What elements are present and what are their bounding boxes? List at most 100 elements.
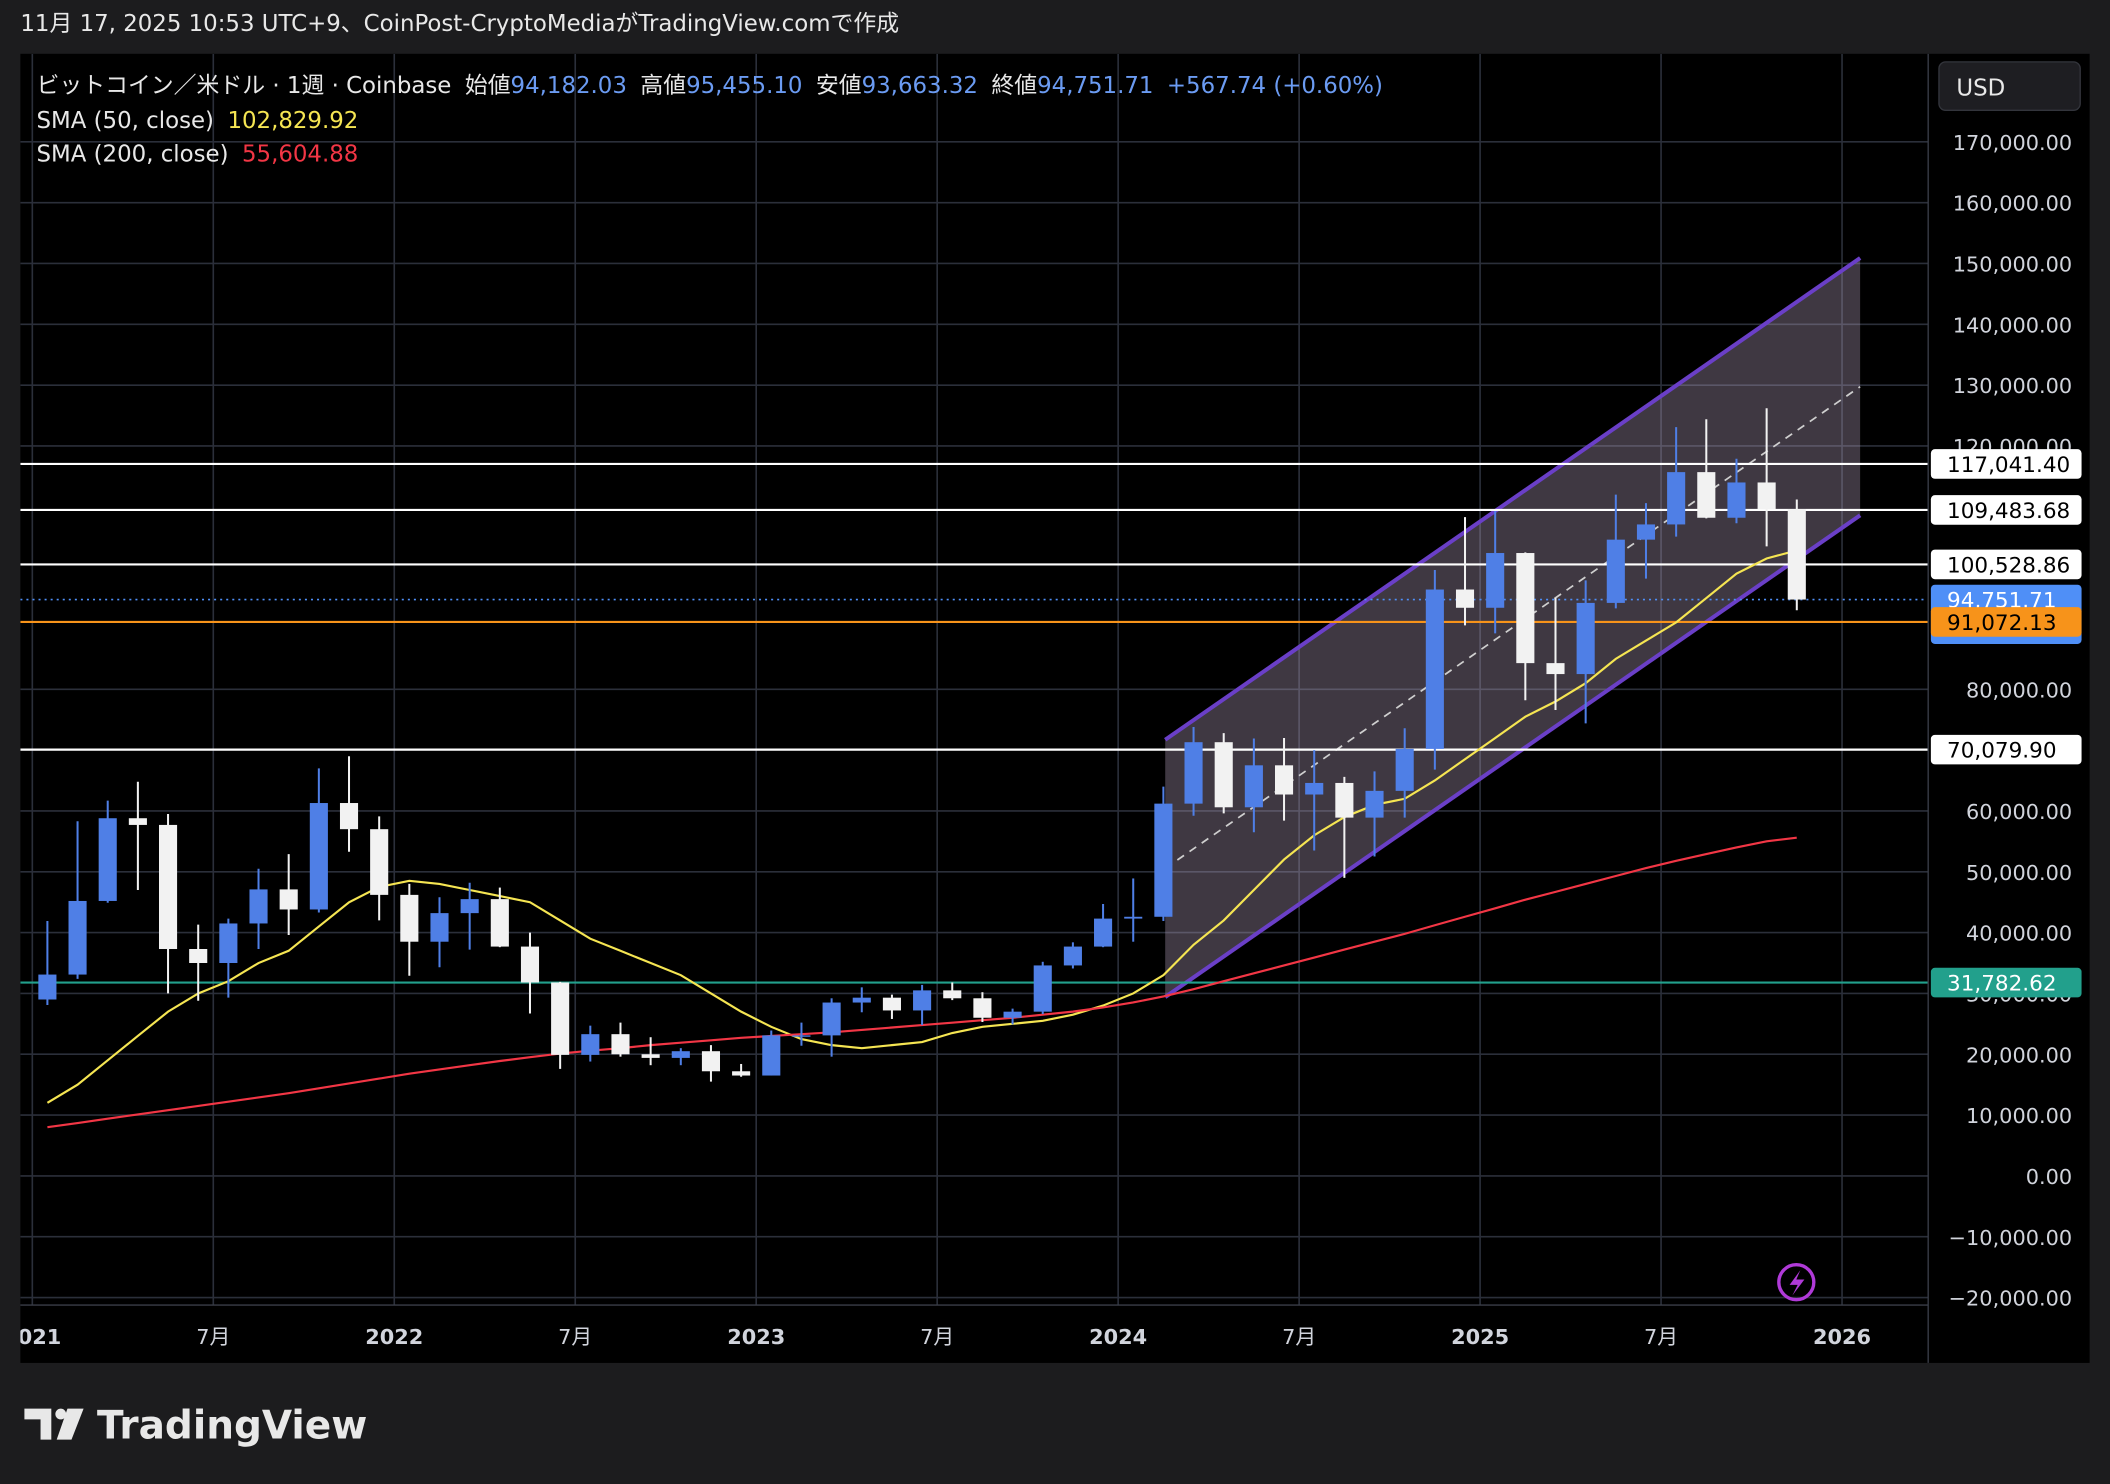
candle-body [671,1051,690,1058]
axes: 2021 7月 2022 7月 2023 7月 2024 7月 2025 7月 2026 [20,1325,1871,1349]
candle-body [1335,782,1354,818]
y-tick-label: 140,000.00 [1953,313,2072,337]
channel-upper [1164,256,1862,742]
candle-body [370,829,389,895]
candle-body [38,974,57,1000]
candle-body [852,997,871,1003]
candle-body [189,949,208,964]
level-label-box [1930,967,2082,998]
candle-body [1636,524,1656,540]
y-tick-label: 130,000.00 [1953,374,2072,398]
y-tick-label: 40,000.00 [1966,922,2072,946]
candle-body [1124,916,1143,919]
lightning-icon[interactable] [1777,1263,1816,1302]
legend-symbol: ビットコイン／米ドル · 1週 · Coinbase 始値94,182.03 高値9… [37,73,1383,99]
y-tick-label: −20,000.00 [1949,1287,2073,1311]
candle-body [1757,482,1776,510]
candle-body [1003,1011,1022,1018]
candle-body [1576,602,1595,675]
y-tick-label: 0.00 [2026,1165,2072,1189]
x-tick-label: 2026 [1813,1325,1871,1349]
candle-body [1154,803,1173,917]
y-tick-label: 20,000.00 [1966,1043,2072,1067]
ohlc-label: 始値 [465,73,511,99]
candle-body [158,824,178,950]
candle-body [400,894,419,942]
candle-body [792,1035,811,1037]
level-label-box [1930,495,2082,525]
candle-body [1063,946,1082,966]
x-tick-label: 7月 [1282,1325,1316,1349]
currency: USD [1956,76,2005,102]
candle-body [913,990,932,1011]
candle-body [490,899,509,947]
candle-body [973,998,992,1018]
level-label: 100,528.86 [1947,553,2070,578]
y-tick-label: 160,000.00 [1953,192,2072,216]
candle-body [1274,765,1294,795]
brand-logo [24,1408,84,1440]
candle-body [1546,663,1565,675]
change: +567.74 (+0.60%) [1167,73,1383,99]
candle-body [732,1071,751,1076]
candle-body [460,899,479,914]
candle-body [1425,589,1444,749]
candle-body [339,803,359,830]
x-tick-label: 7月 [196,1325,230,1349]
x-tick-label: 2022 [365,1325,423,1349]
series-current: 55,604.88 [242,141,358,167]
series-current: 102,829.92 [227,108,358,134]
candle-body [219,923,238,964]
x-tick-label: 7月 [1644,1325,1678,1349]
chart-area [20,53,2090,1363]
grid [20,53,1929,1306]
candle-body [882,997,901,1011]
ohlc-value: 93,663.32 [862,73,978,99]
candle-body [611,1034,630,1055]
currency-button[interactable] [1938,61,2081,111]
ohlc-value: 94,182.03 [511,73,627,99]
candle-body [1184,742,1203,804]
x-tick-label: 2023 [727,1325,785,1349]
candle-body [249,889,268,924]
candle-body [1094,918,1113,947]
channel-lower [1164,513,1862,999]
ohlc-value: 94,751.71 [1037,73,1153,99]
candle-body [822,1002,841,1036]
ohlc-label: 終値 [991,73,1037,99]
candle-body [701,1051,721,1072]
series-name: SMA (200, close) [37,141,229,167]
candle-body [279,889,298,910]
y-tick-label: 50,000.00 [1966,861,2072,885]
sma-line [46,549,1798,1104]
level-label: 91,072.13 [1947,611,2057,636]
level-label-box [1930,549,2082,580]
level-label-box [1930,734,2082,765]
y-tick-label: 60,000.00 [1966,800,2072,824]
candle-body [1365,790,1384,818]
symbol: ビットコイン／米ドル · 1週 · Coinbase [37,73,452,99]
x-tick-label: 2025 [1451,1325,1509,1349]
candle-body [309,803,328,910]
candle-body [1697,472,1716,518]
y-tick-label: −10,000.00 [1949,1226,2073,1250]
candle-body [762,1035,781,1076]
header: 11月 17, 2025 10:53 UTC+9、CoinPost-Crypto… [20,11,899,37]
candle-body [1727,482,1746,518]
x-tick-label: 2024 [1089,1325,1147,1349]
candle-body [1395,748,1414,791]
candle-body [1214,742,1233,808]
sma-line [47,836,1797,1129]
ohlc-label: 安値 [816,73,862,99]
candle-body [1606,539,1625,603]
candle-body [520,946,540,983]
candle-body [551,982,570,1055]
brand: TradingView [97,1403,367,1448]
y-tick-label: 150,000.00 [1953,253,2072,277]
ohlc-value: 95,455.10 [686,73,802,99]
candle-body [1305,782,1324,795]
level-label-box [1930,607,2082,637]
candle-body [1486,553,1505,608]
candle-body [98,818,117,901]
candle-body [430,913,449,942]
